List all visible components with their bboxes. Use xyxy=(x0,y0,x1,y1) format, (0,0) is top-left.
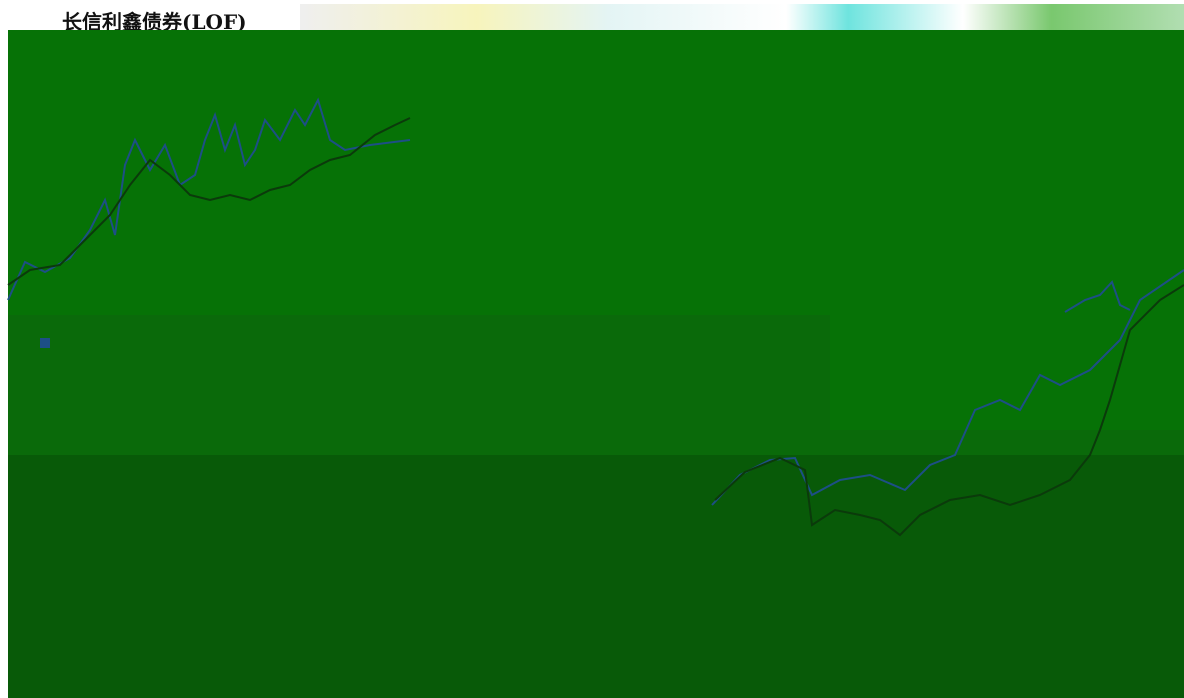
noise-strip xyxy=(300,4,1184,30)
line xyxy=(711,269,1184,506)
line xyxy=(714,284,1184,537)
line xyxy=(1064,280,1131,313)
band xyxy=(830,315,1184,430)
line xyxy=(7,117,411,286)
line xyxy=(7,97,411,301)
band xyxy=(8,455,1184,698)
legend-swatch xyxy=(40,338,50,348)
